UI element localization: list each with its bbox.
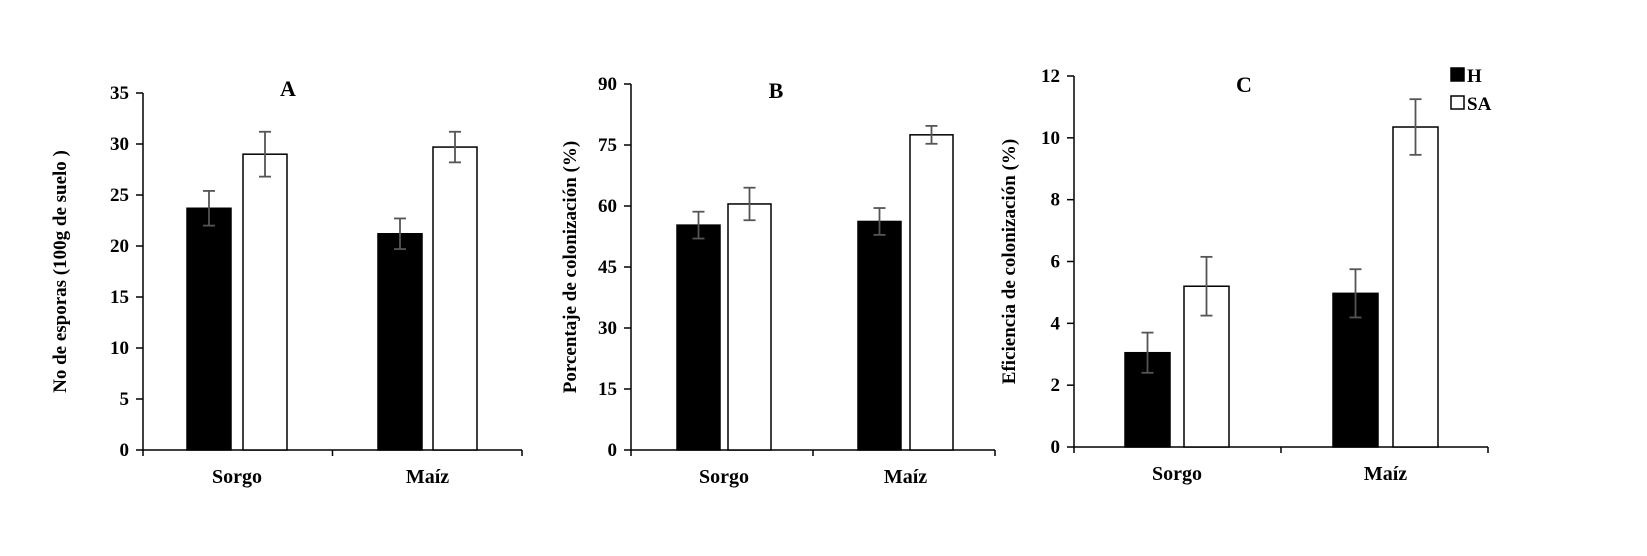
- y-tick-label: 20: [110, 236, 129, 257]
- bar-sa-maiz: [432, 146, 478, 451]
- panel-title-a: A: [280, 76, 296, 101]
- legend-swatch-sa: [1450, 95, 1465, 110]
- bar-sa-sorgo: [727, 203, 772, 451]
- y-tick-label: 10: [1041, 128, 1060, 149]
- y-tick-label: 12: [1041, 66, 1060, 87]
- bar-h-sorgo: [186, 207, 232, 451]
- legend-swatch-h: [1450, 67, 1465, 82]
- legend-label-h: H: [1467, 66, 1482, 87]
- y-tick-label: 15: [110, 287, 129, 308]
- chart-panel-c: 0 2 4 6 8 10 12 Sorgo Maíz C Eficiencia de coloniz…: [999, 66, 1489, 485]
- x-category-label: Sorgo: [212, 466, 262, 488]
- y-tick-label: 0: [120, 440, 130, 461]
- y-tick-label: 25: [110, 185, 129, 206]
- panel-title-b: B: [769, 78, 784, 103]
- y-tick-label: 45: [598, 257, 617, 278]
- y-tick-label: 15: [598, 379, 617, 400]
- y-tick-label: 60: [598, 196, 617, 217]
- y-tick-label: 4: [1051, 313, 1061, 334]
- y-tick-label: 8: [1051, 190, 1061, 211]
- x-category-label: Maíz: [406, 466, 449, 488]
- x-category-label: Sorgo: [1152, 463, 1202, 485]
- y-tick-label: 0: [1051, 437, 1061, 458]
- y-tick-label: 30: [598, 318, 617, 339]
- y-tick-label: 0: [608, 440, 618, 461]
- y-tick-label: 6: [1051, 252, 1061, 273]
- y-tick-label: 35: [110, 83, 129, 104]
- chart-panel-b: 0 15 30 45 60 75 90 Sorgo Maíz B Porcentaje de col…: [560, 74, 996, 488]
- legend-label-sa: SA: [1467, 94, 1492, 115]
- panel-title-c: C: [1236, 72, 1252, 97]
- y-tick-label: 90: [598, 74, 617, 95]
- bar-h-maiz: [377, 233, 423, 451]
- y-tick-label: 5: [120, 389, 130, 410]
- y-tick-label: 2: [1051, 375, 1061, 396]
- x-category-label: Sorgo: [699, 466, 749, 488]
- bar-sa-maiz: [1392, 126, 1439, 448]
- y-axis-title: No de esporas (100g de suelo ): [50, 150, 71, 393]
- x-category-label: Maíz: [1364, 463, 1407, 485]
- bar-h-maiz: [1332, 292, 1379, 448]
- bar-h-sorgo: [676, 224, 721, 451]
- bar-sa-sorgo: [242, 153, 288, 451]
- bar-h-maiz: [857, 220, 902, 451]
- y-axis-title: Porcentaje de colonización (%): [560, 141, 581, 393]
- x-category-label: Maíz: [884, 466, 927, 488]
- y-tick-label: 10: [110, 338, 129, 359]
- legend: H SA: [1450, 66, 1492, 115]
- bar-sa-maiz: [909, 134, 954, 451]
- y-tick-label: 30: [110, 134, 129, 155]
- y-axis-title: Eficiencia de colonización (%): [999, 139, 1020, 384]
- y-tick-label: 75: [598, 135, 617, 156]
- chart-panel-a: 0 5 10 15 20 25 30 35 Sorgo Maíz A No de esporas (1…: [50, 76, 523, 488]
